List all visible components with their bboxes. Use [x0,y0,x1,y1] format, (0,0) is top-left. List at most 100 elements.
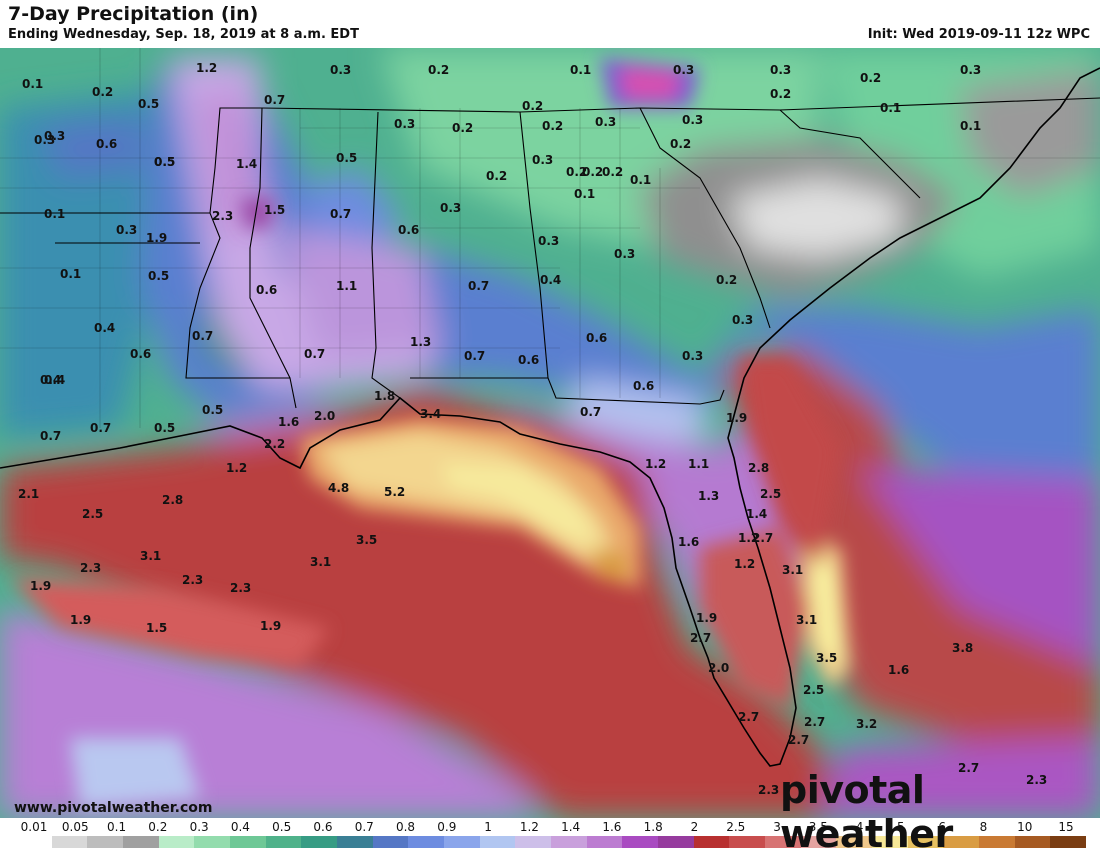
precip-value-label: 0.2 [428,63,449,77]
precip-value-label: 2.3 [80,561,101,575]
precip-value-label: 2.0 [708,661,729,675]
precip-value-label: 3.1 [782,563,803,577]
precip-value-label: 3.5 [356,533,377,547]
website-label[interactable]: www.pivotalweather.com [14,800,213,816]
colorbar-label: 8 [979,820,988,834]
map-title: 7-Day Precipitation (in) [8,3,259,25]
precip-value-label: 2.5 [82,507,103,521]
precip-value-label: 2.5 [803,683,824,697]
colorbar-label: 10 [1017,820,1033,834]
precip-value-label: 0.2 [92,85,113,99]
precip-value-label: 1.9 [726,411,747,425]
state-borders [0,97,1100,409]
precip-value-label: 0.7 [468,279,489,293]
precip-value-label: 0.3 [595,115,616,129]
precip-value-label: 0.7 [330,207,351,221]
colorbar-label: 0.3 [189,820,209,834]
precip-value-label: 1.9 [260,619,281,633]
precip-value-label: 0.3 [440,201,461,215]
header: 7-Day Precipitation (in) Ending Wednesda… [0,0,1100,48]
precip-value-label: 1.9 [70,613,91,627]
precip-value-label: 0.2 [770,87,791,101]
precip-value-label: 0.5 [154,155,175,169]
precip-value-label: 1.9 [146,231,167,245]
precip-value-label: 0.7 [40,429,61,443]
precip-value-label: 0.3 [614,247,635,261]
colorbar-swatch [729,836,766,848]
colorbar-swatch [16,836,52,848]
colorbar-swatch [230,836,266,848]
colorbar-swatch [51,836,88,848]
precip-value-label: 0.2 [542,119,563,133]
precip-value-label: 0.2 [860,71,881,85]
colorbar-swatch [658,836,694,848]
valid-time: Ending Wednesday, Sep. 18, 2019 at 8 a.m… [8,27,359,42]
colorbar-swatch [622,836,659,848]
precip-value-label: 0.2 [452,121,473,135]
brand-text: pivotal weather [780,768,953,856]
precip-map: 0.1 0.2 0.3 1.2 0.3 0.2 0.1 0.3 0.3 0.2 0.3 0.5 0.7 0… [0,48,1100,818]
colorbar-label: 0.9 [437,820,457,834]
precip-value-label: 0.3 [394,117,415,131]
precip-value-label: 0.2 [486,169,507,183]
precip-value-label: 2.7 [788,733,809,747]
precip-value-label: 0.5 [202,403,223,417]
colorbar-swatch [765,836,801,848]
colorbar-swatch [979,836,1015,848]
colorbar-label: 3 [773,820,781,834]
precip-value-label: 0.3 [532,153,553,167]
precip-value-label: 0.5 [154,421,175,435]
precip-value-label: 0.1 [44,207,65,221]
colorbar-label: 0.8 [395,820,416,834]
precip-value-label: 0.5 [154,155,175,169]
colorbar-labels: 0.01 0.05 0.1 0.2 0.3 0.4 0.5 0.6 0.7 0.8 0.9 1 1.2 1… [0,818,1100,836]
precip-value-label: 0.3 [44,129,65,143]
precip-value-label: 0.3 [732,313,753,327]
colorbar-label: 0.7 [354,820,374,834]
colorbar-label: 3.5 [808,820,828,834]
colorbar-swatch [444,836,480,848]
precip-value-label: 0.6 [256,283,277,297]
precip-value-label: 2.3 [212,209,233,223]
precip-value-label: 0.1 [22,77,43,91]
precip-value-label: 2.1 [18,487,39,501]
precip-value-label: 0.3 [682,349,703,363]
precip-value-label: 1.3 [410,335,431,349]
precip-value-label: 0.7 [264,93,285,107]
precip-value-label: 2.3 [1026,773,1047,787]
precip-value-label: 2.3 [182,573,203,587]
precip-value-label: 1.4 [236,157,257,171]
precip-value-label: 0.7 [580,405,601,419]
colorbar-label: 0.6 [313,820,333,834]
precip-value-label: 4.8 [328,481,349,495]
precip-value-label: 0.3 [770,63,791,77]
precip-value-label: 2.0 [314,409,335,423]
precip-value-label: 1.1 [688,457,709,471]
colorbar-label: 2.5 [726,820,746,834]
colorbar-label: 1.2 [519,820,539,834]
colorbar-label: 0.2 [148,820,168,834]
precip-value-label: 1.2 [226,461,247,475]
precip-value-label: 2.7 [958,761,979,775]
colorbar-label: 0.05 [61,820,89,834]
colorbar-swatch [87,836,124,848]
precip-value-label: 0.4 [44,373,65,387]
colorbar-label: 15 [1058,820,1074,834]
precip-value-label: 0.6 [633,379,654,393]
precip-value-label: 0.4 [94,321,115,335]
colorbar-label: 1.4 [561,820,581,834]
colorbar-label: 1.6 [602,820,622,834]
precip-value-label: 0.2 [566,165,587,179]
precip-value-label: 3.8 [952,641,973,655]
init-time: Init: Wed 2019-09-11 12z WPC [867,27,1090,42]
colorbar-swatch [194,836,231,848]
colorbar-label: 0.4 [230,820,250,834]
precip-value-label: 1.1 [336,279,357,293]
precip-value-label: 0.6 [96,137,117,151]
precip-peaks [10,58,850,808]
colorbar-swatch [1050,836,1087,848]
precip-field [0,48,1100,818]
precip-value-label: 3.1 [796,613,817,627]
precip-value-label: 0.5 [138,97,159,111]
colorbar-swatch [123,836,159,848]
